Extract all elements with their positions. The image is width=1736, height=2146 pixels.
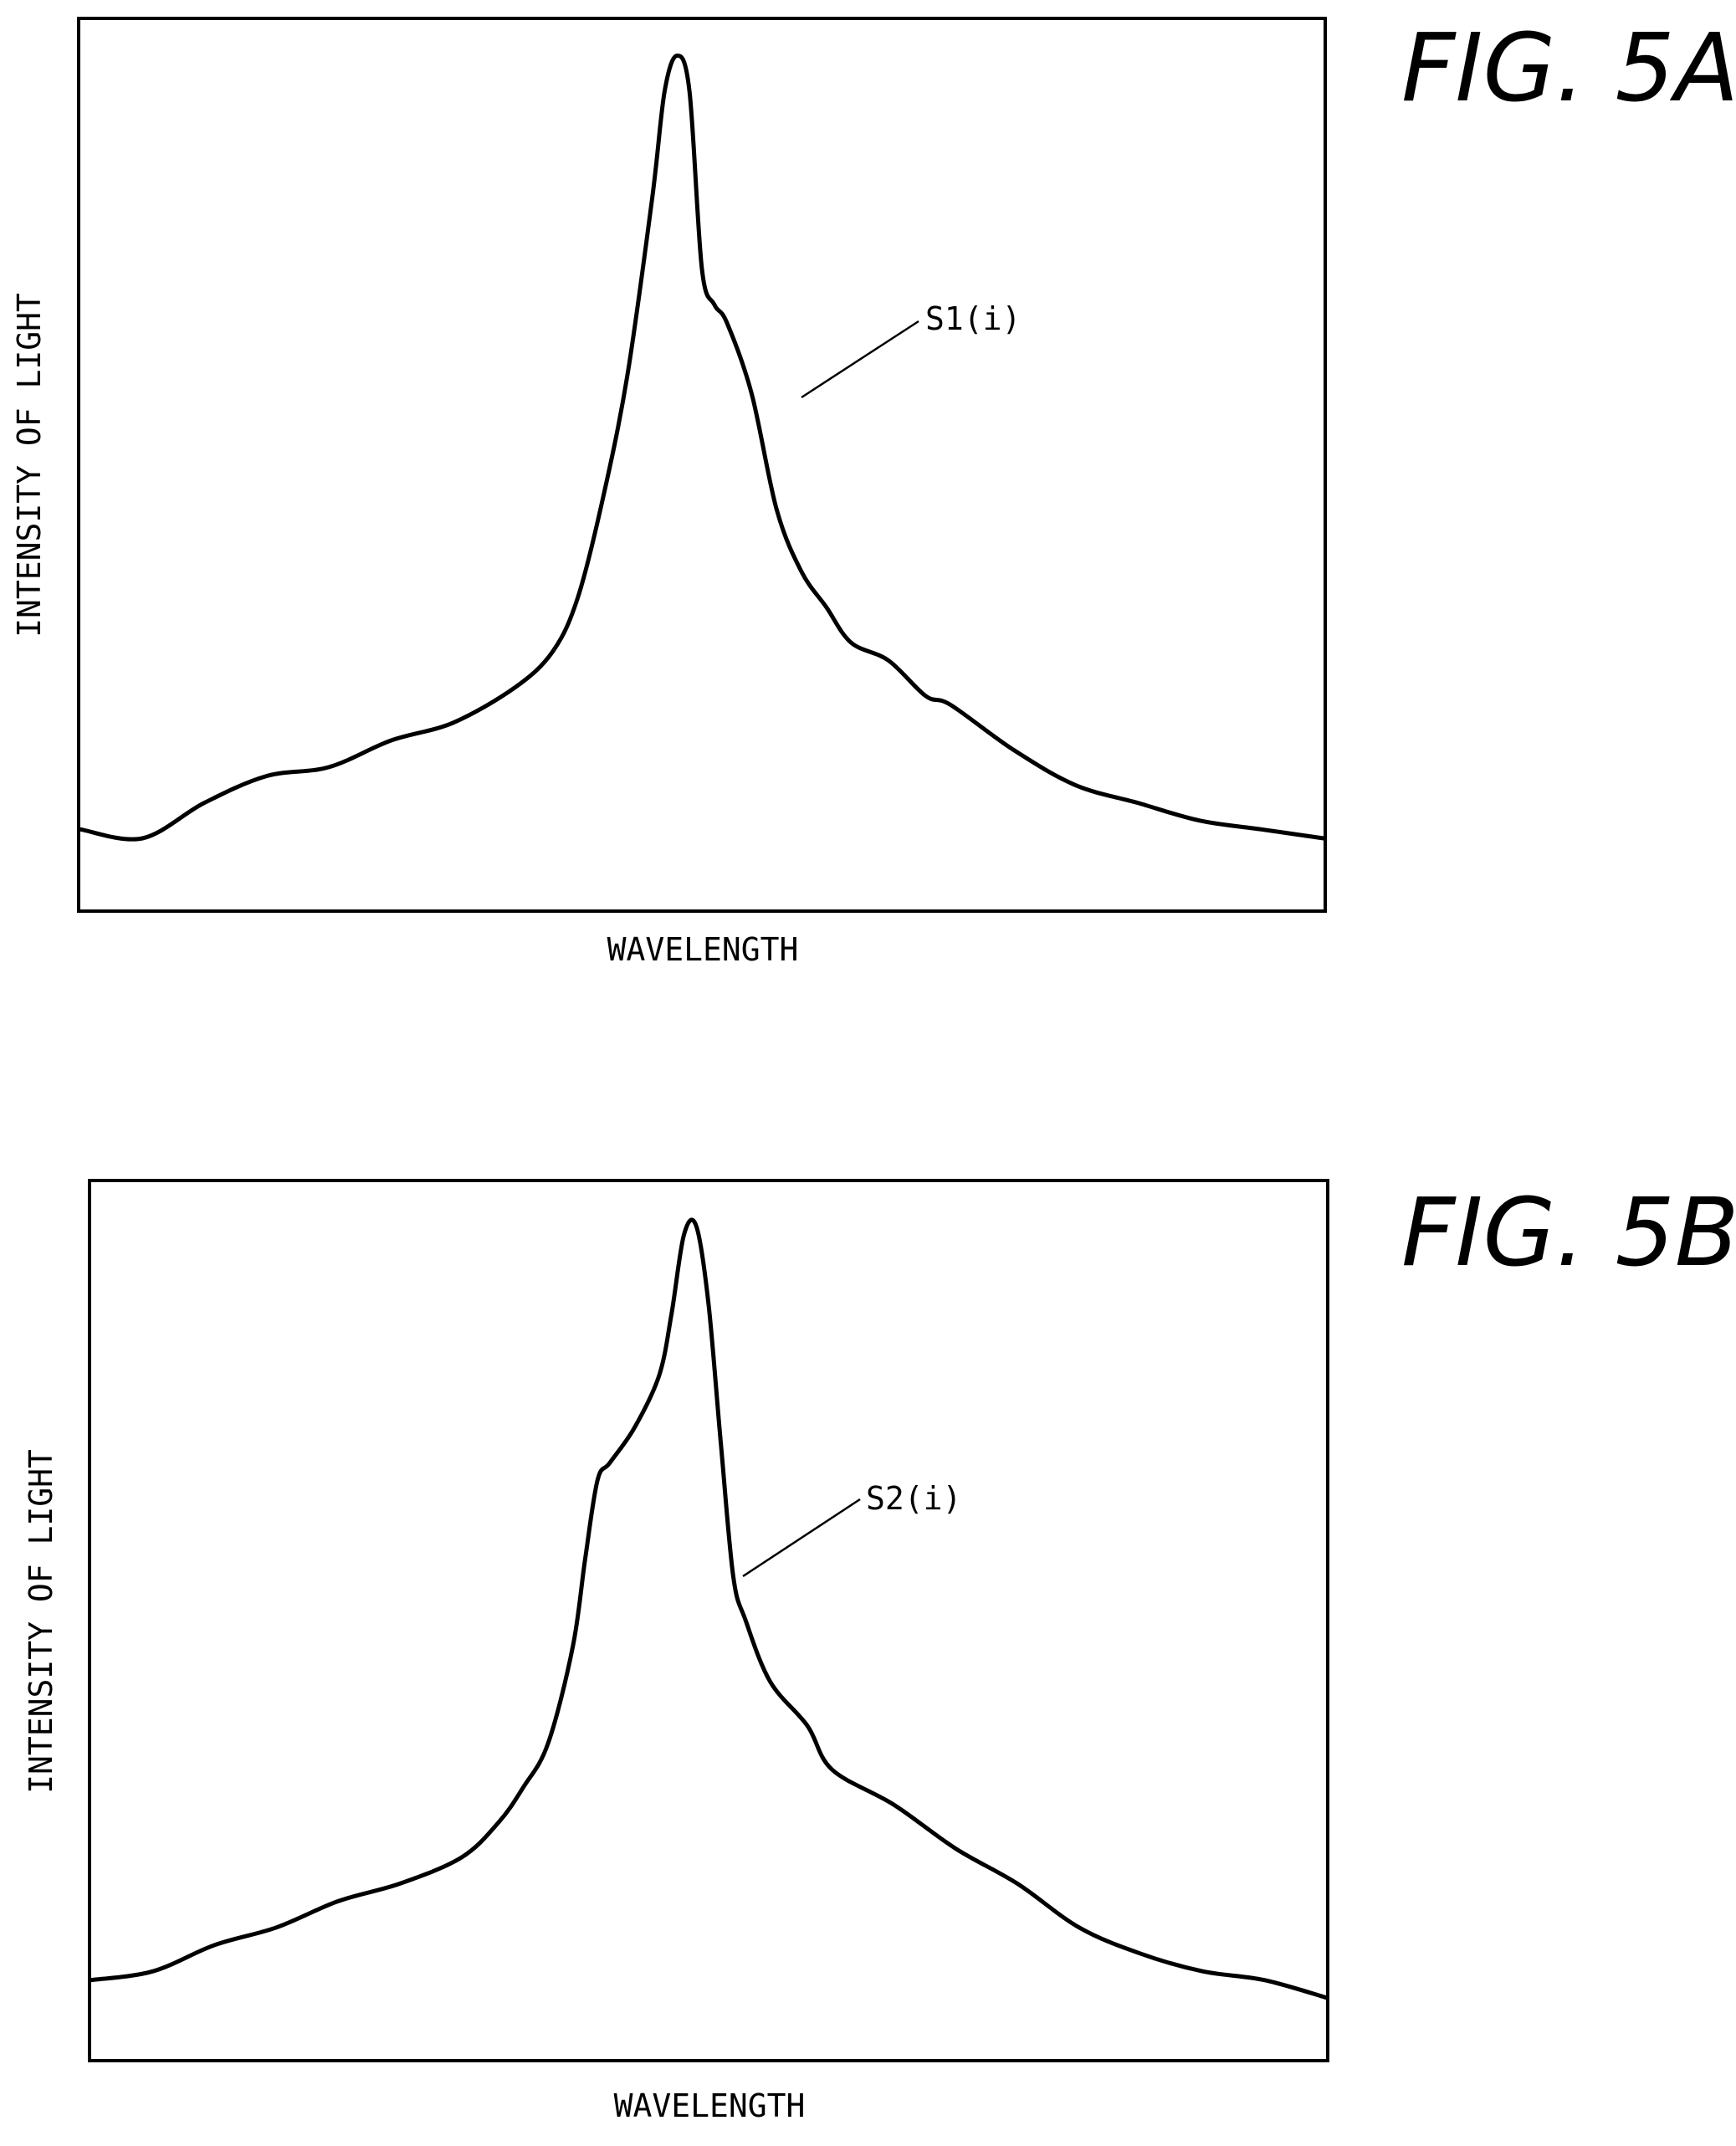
figure-label-5a: FIG. 5A [1401, 14, 1736, 123]
series-line-5a-0 [78, 54, 1326, 842]
chart-fig-5a: S1(i) WAVELENGTH INTENSITY OF LIGHT FIG.… [11, 14, 1736, 968]
figure-label-5b: FIG. 5B [1401, 1179, 1736, 1288]
y-axis-label-5b: INTENSITY OF LIGHT [23, 1449, 59, 1794]
leader-line-s2 [742, 1498, 861, 1578]
curve-group-5a [78, 54, 1326, 842]
series-line-5b-0 [89, 1217, 1329, 2000]
chart-fig-5b: S2(i) WAVELENGTH INTENSITY OF LIGHT FIG.… [23, 1179, 1736, 2124]
leader-line-s1 [801, 320, 919, 399]
x-axis-label-5b: WAVELENGTH [614, 2087, 806, 2124]
plot-frame-5a [77, 17, 1327, 913]
curve-group-5b [89, 1217, 1329, 2000]
x-axis-label-5a: WAVELENGTH [607, 931, 799, 968]
y-axis-label-5a: INTENSITY OF LIGHT [11, 293, 48, 638]
curve-label-s2: S2(i) [866, 1480, 961, 1517]
plot-frame-5b [88, 1179, 1329, 2062]
curve-label-s1: S1(i) [925, 300, 1021, 337]
